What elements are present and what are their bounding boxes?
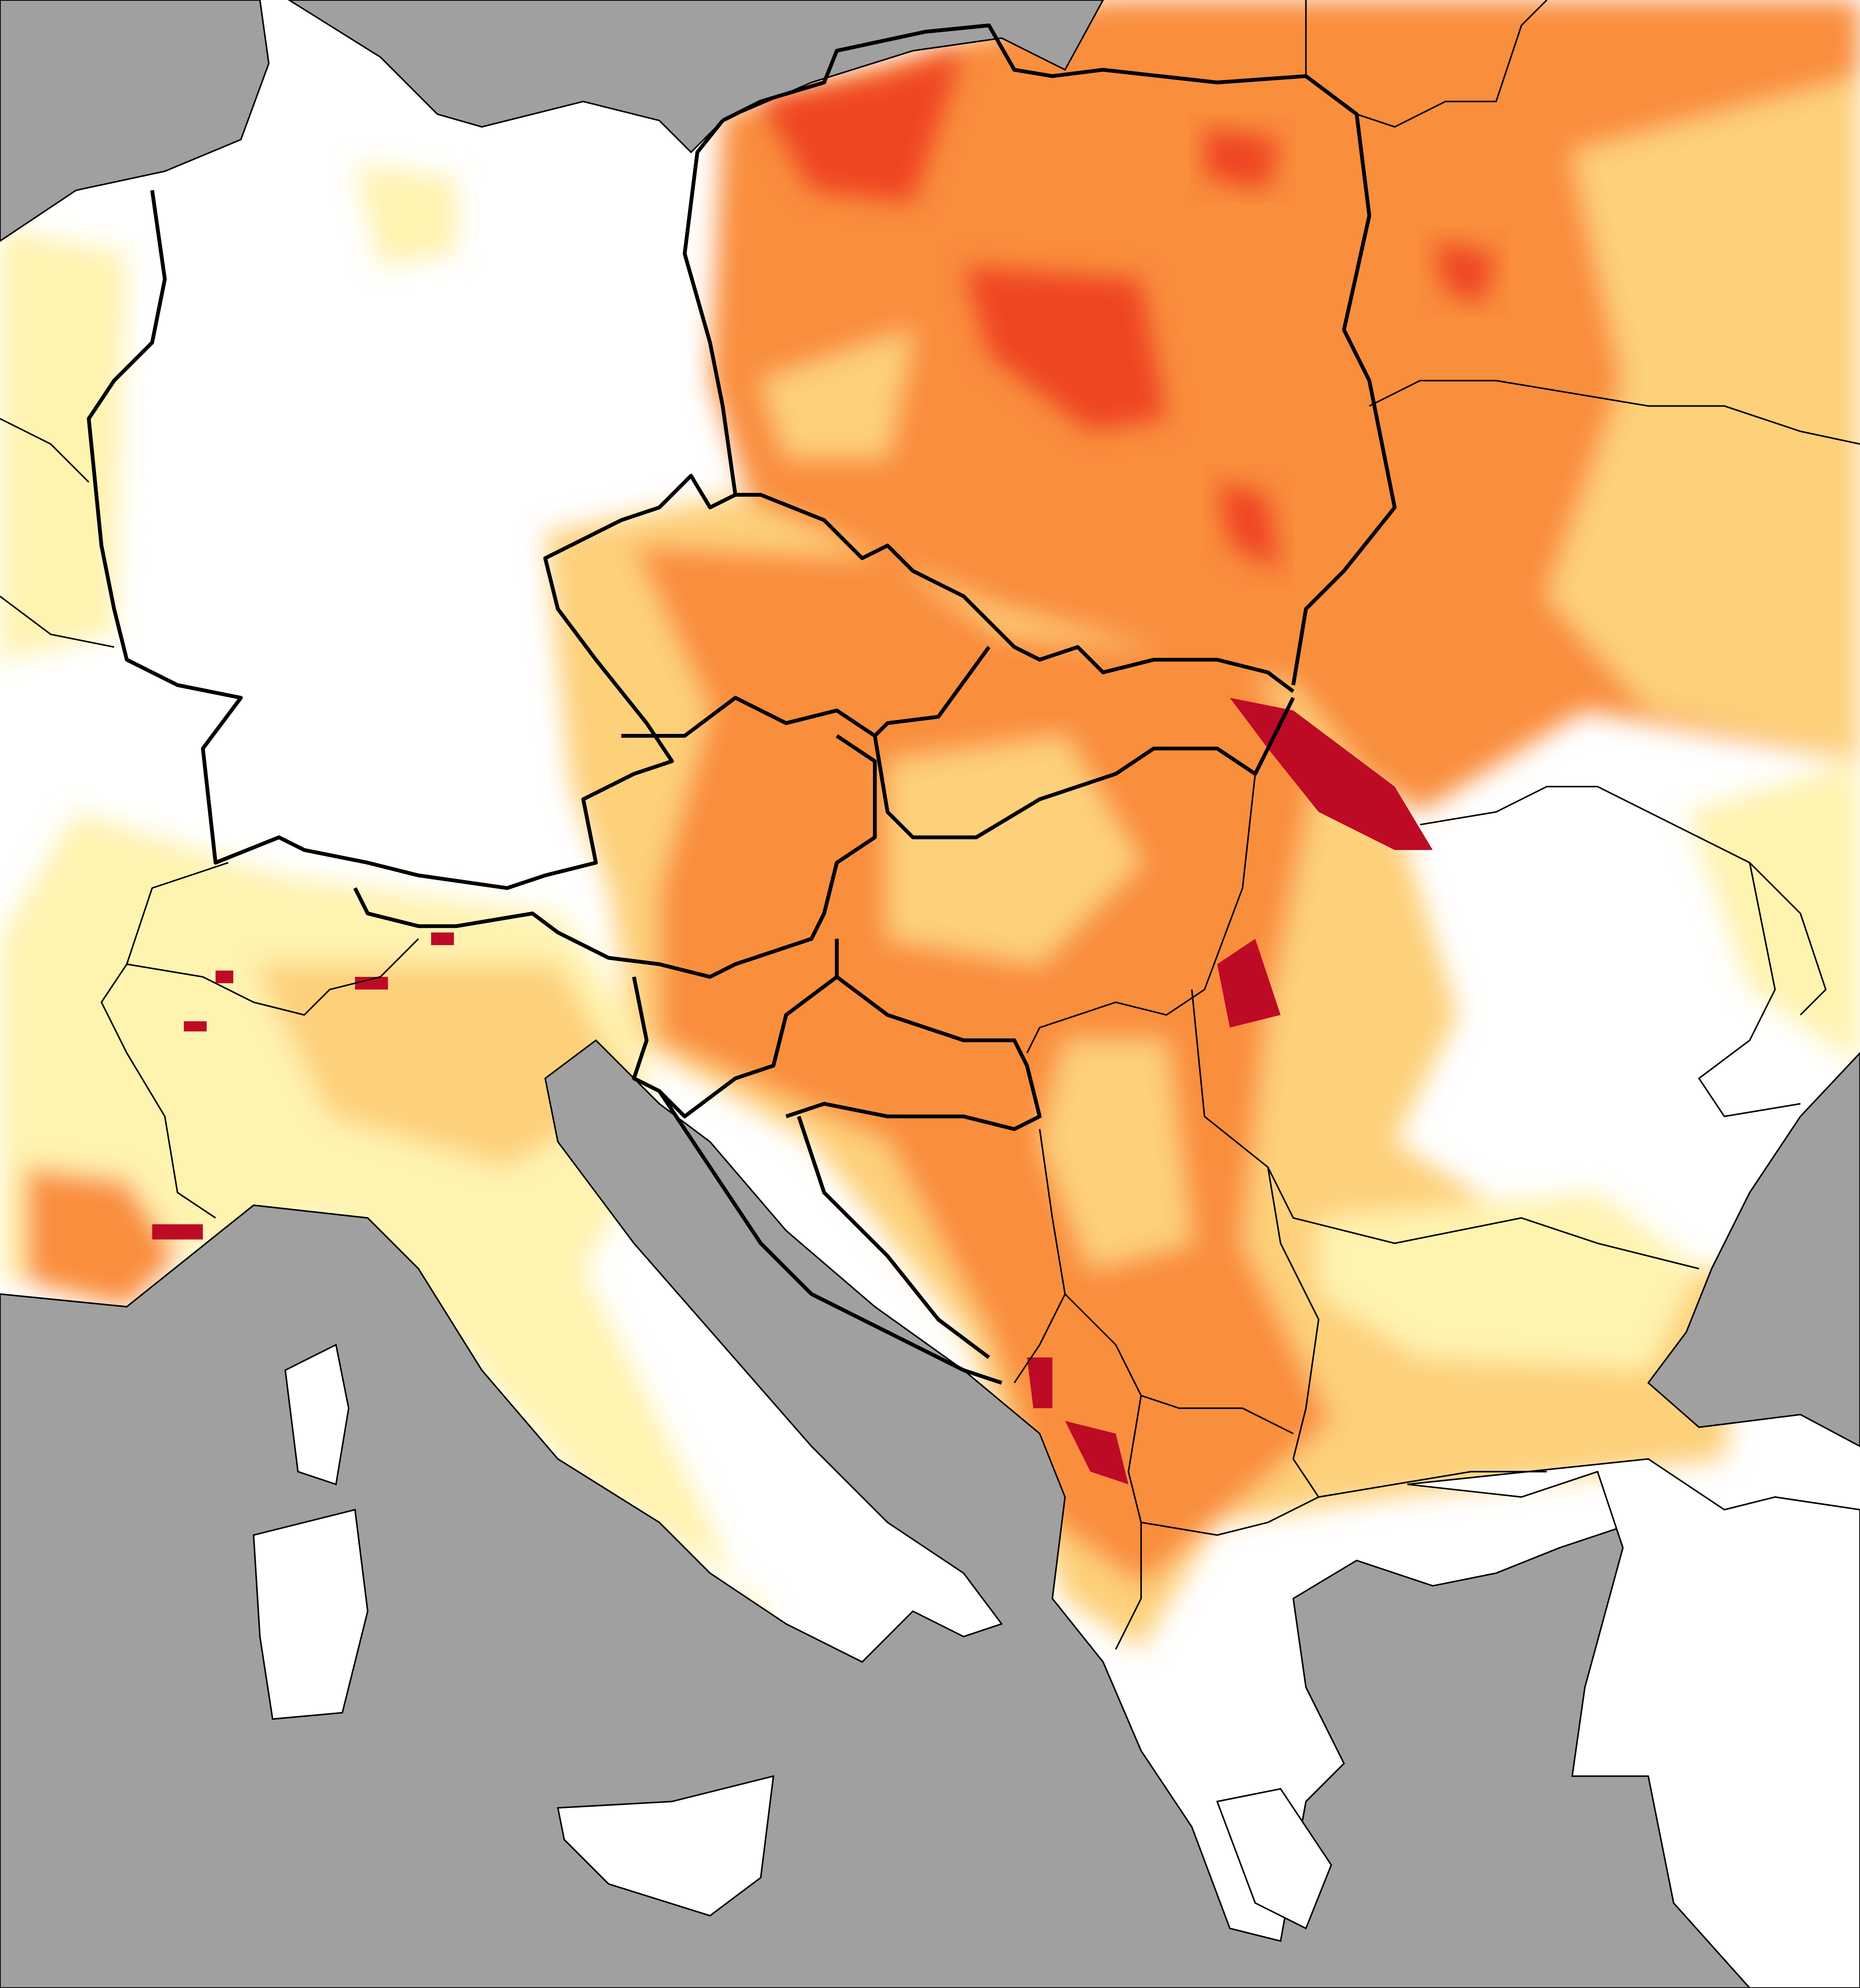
heat-field: [0, 0, 1860, 1802]
country-borders: [0, 0, 1860, 1650]
islands: [252, 1343, 1860, 1988]
heat-hotspots: [152, 51, 1496, 1485]
